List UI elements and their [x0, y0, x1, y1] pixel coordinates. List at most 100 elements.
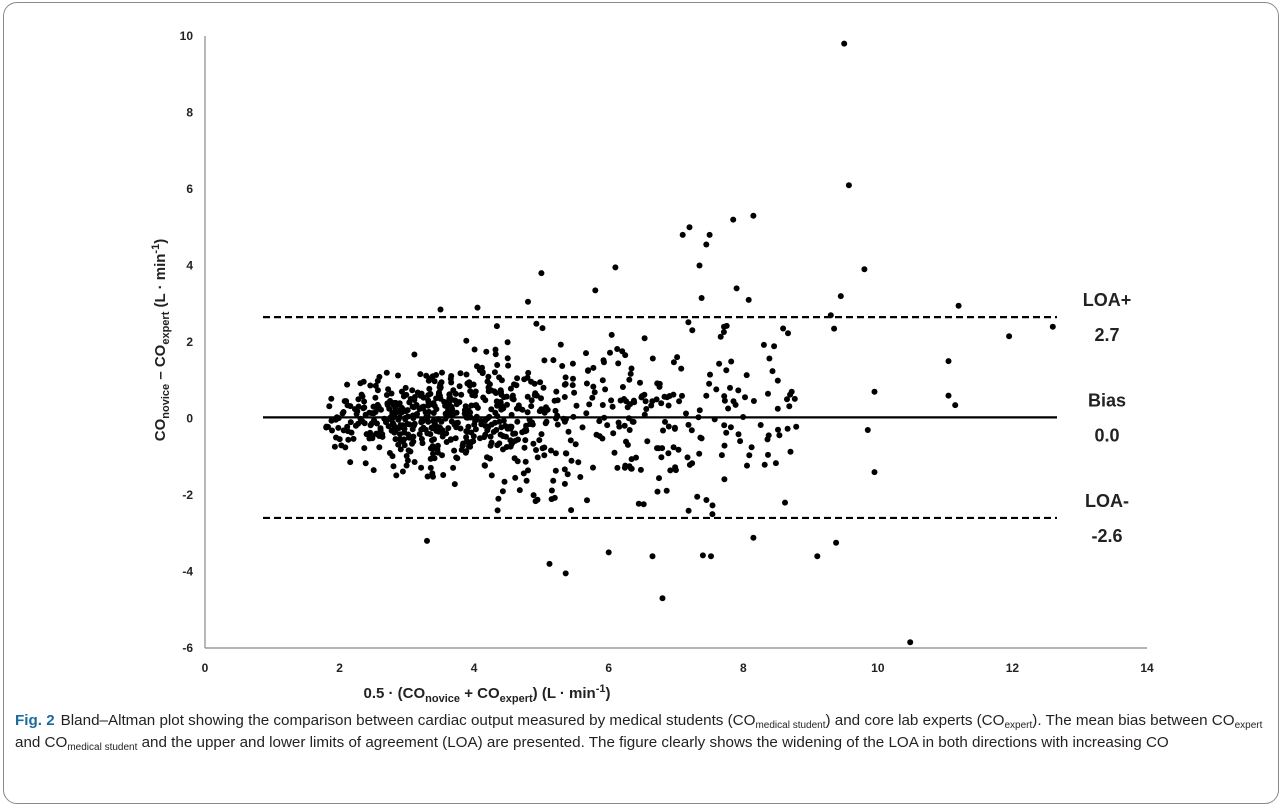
data-point — [385, 423, 392, 430]
data-point — [448, 408, 455, 415]
data-point — [521, 376, 528, 383]
data-point — [487, 442, 494, 449]
data-point — [579, 424, 586, 431]
data-point — [450, 464, 457, 471]
data-point — [434, 442, 441, 449]
x-tick-label: 4 — [471, 661, 478, 675]
data-point — [331, 443, 338, 450]
data-point — [424, 537, 430, 544]
data-point — [628, 365, 635, 372]
data-point — [760, 341, 767, 348]
data-point — [659, 595, 666, 602]
data-point — [538, 431, 545, 438]
data-point — [361, 445, 368, 452]
data-point — [621, 422, 628, 429]
data-point — [649, 553, 656, 560]
data-point — [602, 386, 609, 393]
figure-label: Fig. 2 — [15, 712, 55, 729]
data-point — [617, 397, 624, 404]
data-point — [379, 431, 386, 438]
data-point — [362, 460, 369, 467]
data-point — [429, 470, 436, 477]
data-point — [478, 418, 485, 425]
x-tick-label: 14 — [1140, 661, 1154, 675]
axes — [204, 36, 1147, 649]
data-point — [492, 351, 499, 358]
data-point — [508, 423, 515, 430]
data-point — [516, 487, 523, 494]
data-point — [831, 325, 838, 332]
y-tick-label: 4 — [186, 259, 193, 273]
data-point — [438, 418, 445, 425]
data-point — [523, 477, 530, 484]
data-point — [471, 346, 478, 353]
data-point — [486, 381, 493, 388]
data-point — [559, 363, 566, 369]
data-point — [488, 472, 495, 479]
data-point — [446, 391, 453, 398]
data-point — [385, 386, 392, 393]
data-point — [419, 404, 426, 411]
data-point — [525, 467, 531, 474]
data-point — [456, 399, 463, 406]
data-point — [590, 464, 596, 471]
data-point — [780, 325, 787, 332]
data-point — [706, 231, 713, 238]
data-point — [793, 423, 800, 430]
data-point — [786, 403, 793, 410]
data-point — [589, 394, 596, 401]
data-point — [451, 481, 458, 488]
data-point — [425, 402, 432, 409]
data-point — [674, 354, 681, 361]
data-point — [688, 427, 695, 434]
data-point — [671, 425, 678, 432]
y-tick-label: -2 — [182, 488, 193, 502]
data-point — [358, 391, 365, 398]
data-point — [590, 383, 597, 390]
data-point — [524, 409, 531, 416]
data-point — [735, 431, 742, 438]
data-point — [431, 403, 438, 409]
data-point — [761, 461, 768, 468]
data-point — [472, 402, 479, 409]
data-point — [637, 466, 644, 473]
data-point — [528, 397, 535, 404]
data-point — [397, 431, 403, 438]
data-point — [626, 463, 633, 470]
data-point — [387, 397, 394, 404]
data-point — [523, 427, 530, 434]
data-point — [614, 346, 621, 352]
data-point — [472, 426, 479, 433]
reference-line-name: Bias — [1088, 390, 1126, 410]
data-point — [684, 454, 691, 461]
data-point — [550, 477, 557, 484]
data-point — [716, 360, 723, 367]
data-point — [373, 431, 380, 438]
data-point — [513, 405, 520, 412]
data-point — [554, 421, 561, 428]
data-point — [512, 474, 519, 481]
data-point — [670, 444, 677, 451]
data-point — [871, 388, 878, 395]
data-point — [637, 379, 643, 386]
data-point — [501, 478, 508, 485]
data-point — [439, 369, 445, 376]
data-point — [448, 395, 454, 402]
x-tick-label: 10 — [871, 661, 885, 675]
data-point — [525, 369, 532, 376]
data-point — [426, 385, 433, 392]
data-point — [643, 406, 650, 412]
data-point — [354, 408, 361, 415]
data-point — [409, 426, 416, 433]
data-point — [523, 422, 530, 429]
data-point — [703, 241, 710, 248]
data-point — [654, 488, 661, 495]
data-point — [498, 377, 505, 384]
data-point — [336, 436, 343, 443]
data-point — [400, 438, 406, 445]
data-point — [561, 480, 568, 487]
data-point — [679, 231, 686, 238]
data-point — [596, 418, 603, 425]
data-point — [494, 402, 501, 409]
data-point — [708, 553, 714, 560]
